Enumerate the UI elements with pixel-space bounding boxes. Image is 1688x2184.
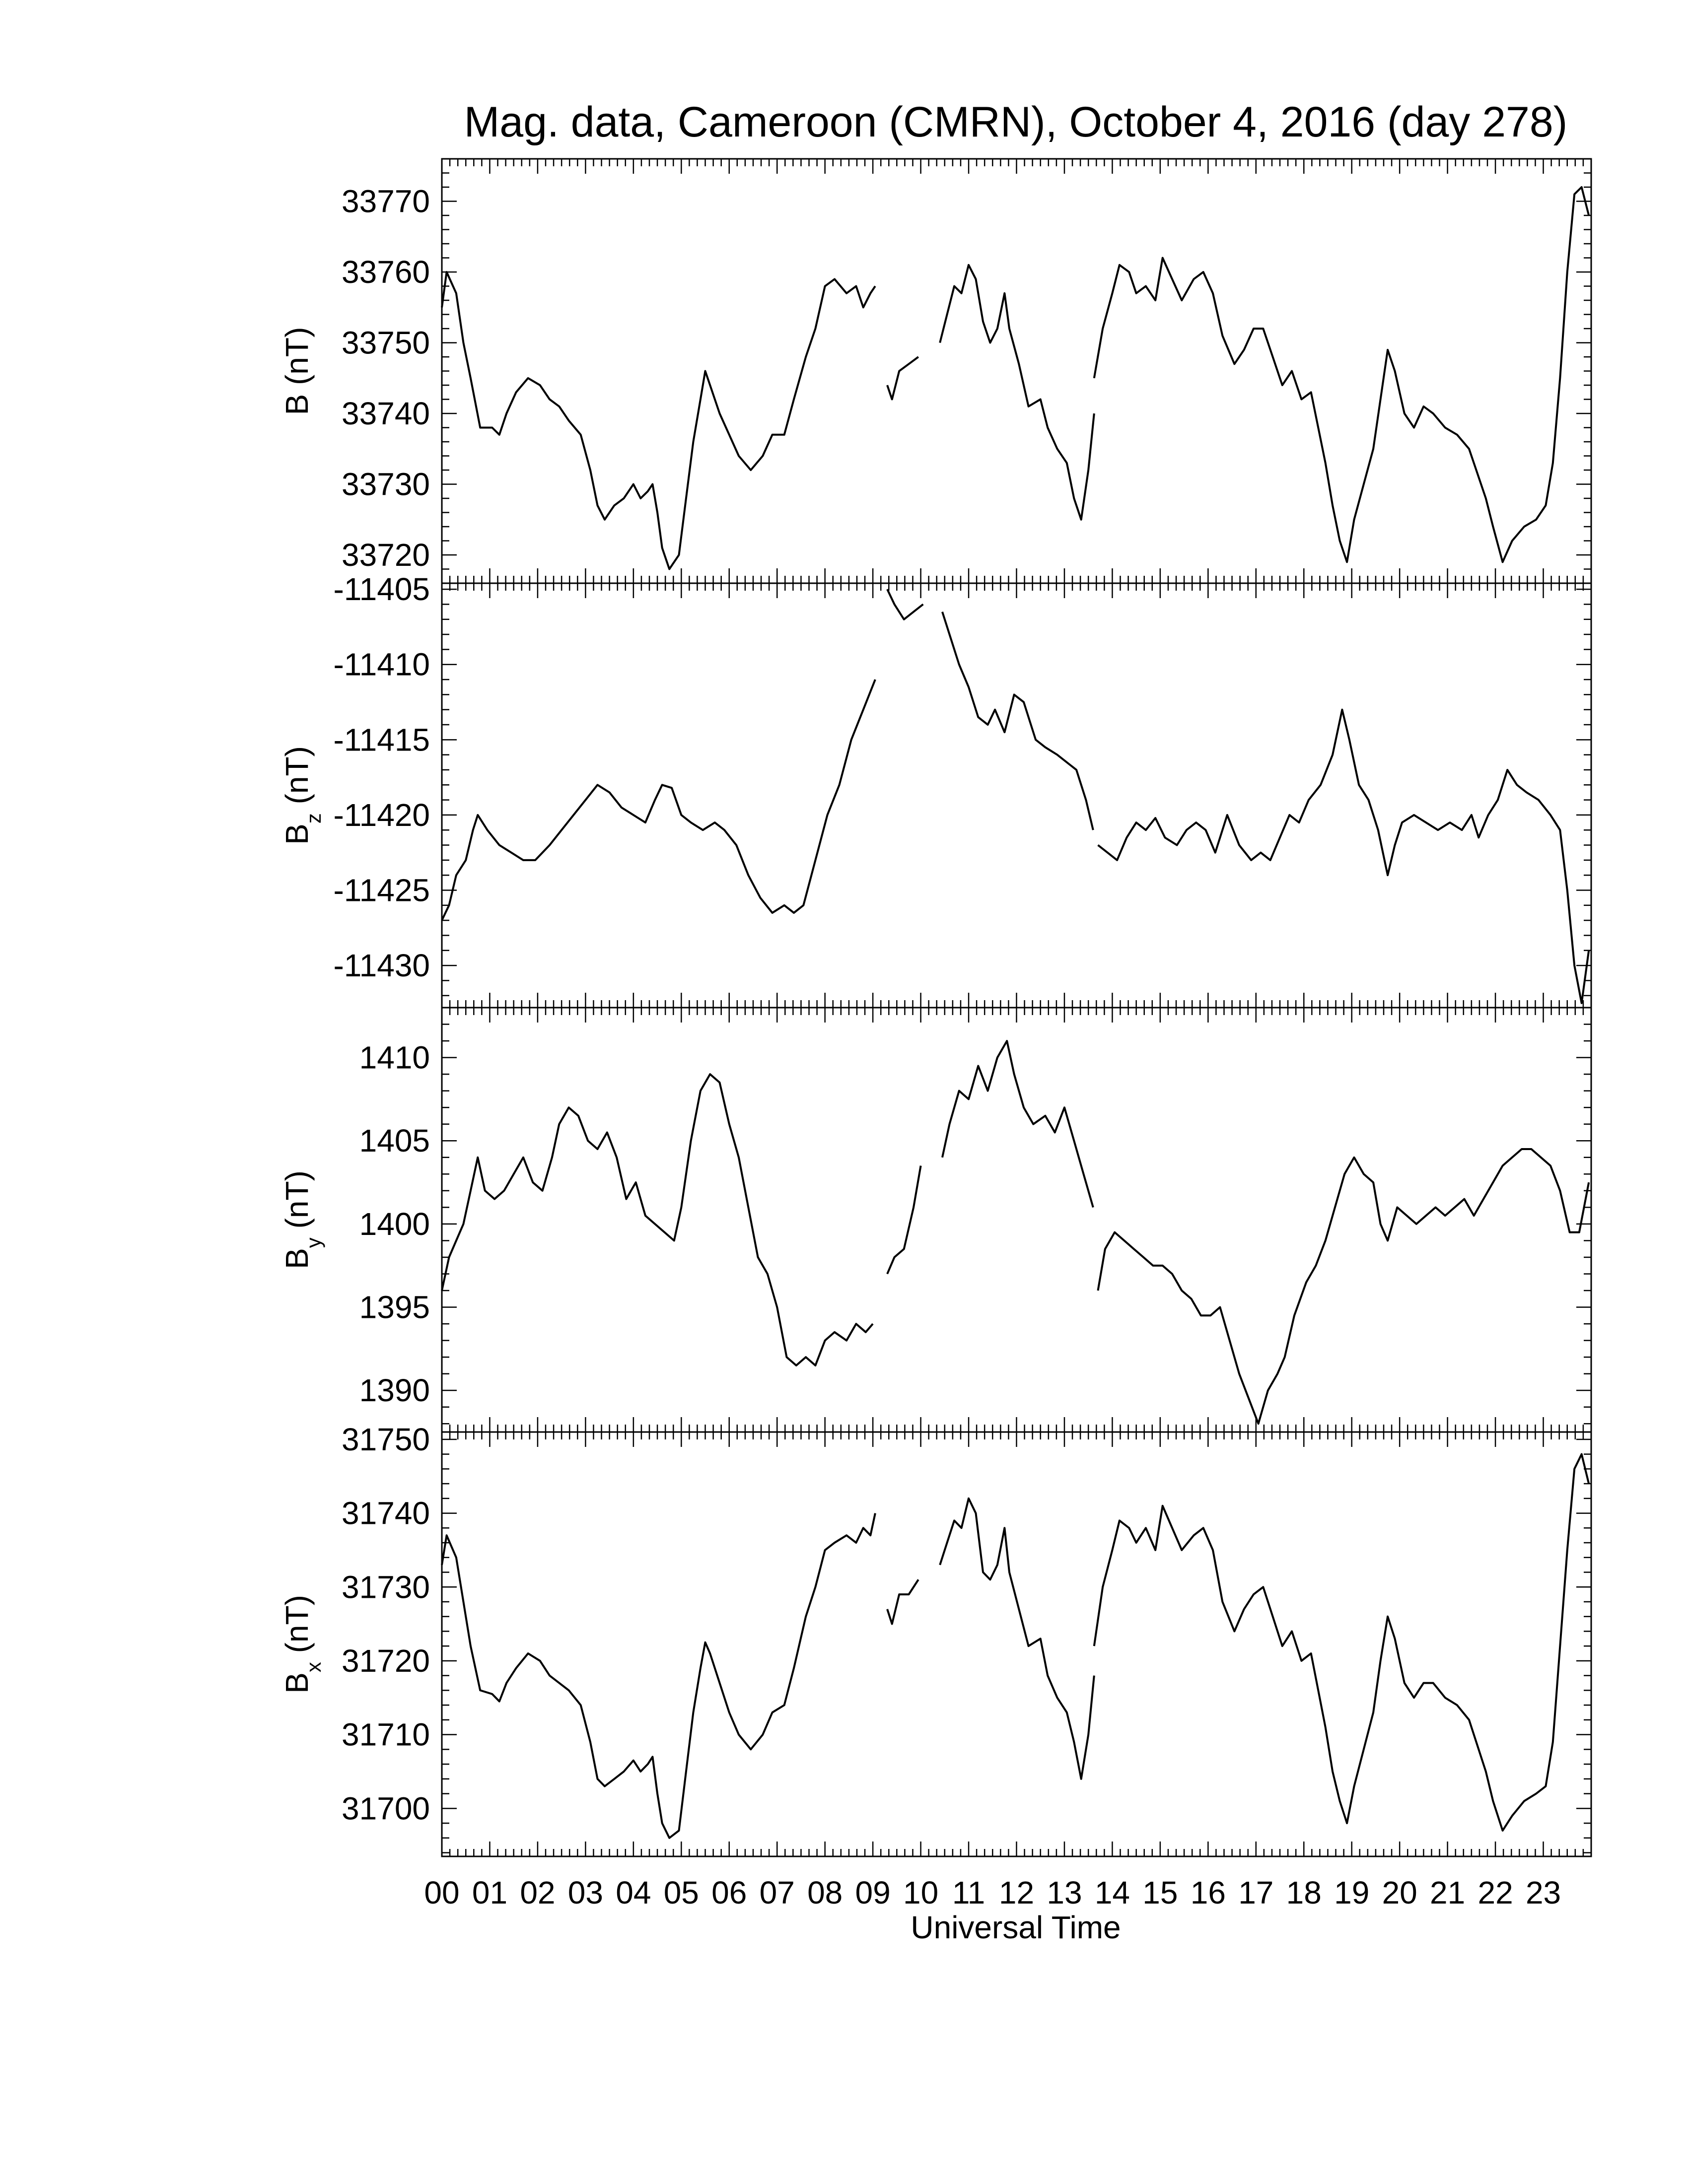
y-tick-label: 31710 — [342, 1717, 430, 1753]
series-line-segment — [939, 1497, 1095, 1780]
y-tick-label: 31700 — [342, 1790, 430, 1826]
y-tick-label: 33750 — [342, 325, 430, 361]
x-tick-label: 08 — [807, 1875, 843, 1911]
x-tick-label: 11 — [952, 1875, 985, 1911]
x-tick-label: 05 — [664, 1875, 699, 1911]
x-tick-label: 21 — [1430, 1875, 1465, 1911]
y-tick-label: -11415 — [333, 722, 430, 757]
x-tick-label: 12 — [999, 1875, 1034, 1911]
x-tick-label: 02 — [520, 1875, 555, 1911]
y-tick-label: 1400 — [359, 1206, 430, 1242]
y-axis-label-unit: (nT) — [279, 1170, 315, 1237]
y-tick-label: 33740 — [342, 396, 430, 431]
series-line-segment — [941, 1040, 1094, 1208]
y-axis-label-main: B — [279, 1248, 315, 1269]
y-axis-label-sub: z — [302, 813, 325, 823]
series-line-segment — [886, 356, 919, 401]
x-tick-label: 19 — [1334, 1875, 1369, 1911]
y-tick-label: -11420 — [333, 797, 430, 833]
x-tick-label: 18 — [1286, 1875, 1322, 1911]
y-axis-label-unit: (nT) — [279, 746, 315, 813]
y-tick-label: 33720 — [342, 537, 430, 573]
x-tick-label: 09 — [855, 1875, 891, 1911]
x-tick-label: 06 — [711, 1875, 747, 1911]
y-tick-label: 1410 — [359, 1040, 430, 1076]
y-axis-label: By (nT) — [279, 1170, 325, 1269]
x-axis-label: Universal Time — [911, 1910, 1121, 1945]
x-tick-label: 14 — [1095, 1875, 1130, 1911]
y-axis-label-main: B — [279, 1672, 315, 1694]
x-tick-label: 22 — [1477, 1875, 1513, 1911]
y-tick-label: 33770 — [342, 184, 430, 219]
series-line-segment — [1093, 1453, 1590, 1832]
y-axis-label-unit: (nT) — [279, 1595, 315, 1662]
y-tick-label: 33730 — [342, 467, 430, 502]
y-tick-label: 31730 — [342, 1569, 430, 1605]
series-line-segment — [1093, 186, 1590, 563]
series-line-segment — [441, 1073, 874, 1366]
y-tick-label: 1405 — [359, 1123, 430, 1159]
x-tick-label: 07 — [760, 1875, 795, 1911]
series-line-segment — [441, 271, 876, 570]
y-axis-label-unit: (nT) — [279, 327, 315, 394]
chart-title: Mag. data, Cameroon (CMRN), October 4, 2… — [464, 98, 1568, 146]
series-line-segment — [886, 1579, 919, 1625]
x-tick-label: 01 — [472, 1875, 507, 1911]
y-axis-label-sub: x — [302, 1662, 325, 1672]
y-tick-label: -11410 — [333, 647, 430, 682]
series-line-segment — [886, 1165, 922, 1275]
x-tick-label: 16 — [1191, 1875, 1226, 1911]
y-tick-label: 1390 — [359, 1372, 430, 1408]
y-tick-label: 1395 — [359, 1290, 430, 1325]
x-tick-label: 20 — [1382, 1875, 1417, 1911]
panel-bz: -11405 -11410 -11415 -11420 -11425 -11430 Bz (… — [279, 571, 1592, 1009]
y-tick-label: -11425 — [333, 873, 430, 908]
y-axis-label: B (nT) — [279, 327, 315, 415]
y-axis-label-main: B — [279, 823, 315, 845]
x-tick-label: 23 — [1526, 1875, 1561, 1911]
x-tick-label: 03 — [568, 1875, 603, 1911]
panel-by: 1390 1395 1400 1405 1410 By (nT) — [279, 1007, 1592, 1433]
panel-bx: 31700 31710 31720 31730 31740 31750 Bx (nT) — [279, 1422, 1592, 1857]
y-axis-label: Bz (nT) — [279, 746, 325, 845]
series-line-segment — [441, 1513, 876, 1839]
series-line-segment — [941, 611, 1094, 830]
y-tick-label: -11405 — [333, 571, 430, 607]
panel-b-total: 33720 33730 33740 33750 33760 33770 B (nT) — [279, 158, 1592, 584]
y-axis-label: Bx (nT) — [279, 1595, 325, 1694]
y-axis-label-main: B — [279, 394, 315, 415]
y-tick-label: -11430 — [333, 948, 430, 983]
y-axis-label-sub: y — [302, 1237, 325, 1248]
y-tick-label: 33760 — [342, 254, 430, 290]
series-line-segment — [886, 589, 924, 620]
series-line-segment — [441, 679, 876, 921]
x-tick-label: 13 — [1047, 1875, 1082, 1911]
x-tick-labels: 00 01 02 03 04 05 06 07 08 09 10 11 12 13 14 15 16 17 18 19… — [424, 1875, 1561, 1911]
y-tick-label: 31740 — [342, 1496, 430, 1531]
x-tick-label: 10 — [903, 1875, 938, 1911]
x-tick-label: 17 — [1238, 1875, 1273, 1911]
series-line-segment — [1097, 708, 1590, 1004]
series-line-segment — [939, 264, 1095, 521]
x-tick-label: 04 — [616, 1875, 651, 1911]
series-line-segment — [1097, 1148, 1590, 1425]
y-tick-label: 31750 — [342, 1422, 430, 1457]
y-tick-label: 31720 — [342, 1643, 430, 1679]
x-tick-label: 15 — [1142, 1875, 1178, 1911]
x-tick-label: 00 — [424, 1875, 459, 1911]
